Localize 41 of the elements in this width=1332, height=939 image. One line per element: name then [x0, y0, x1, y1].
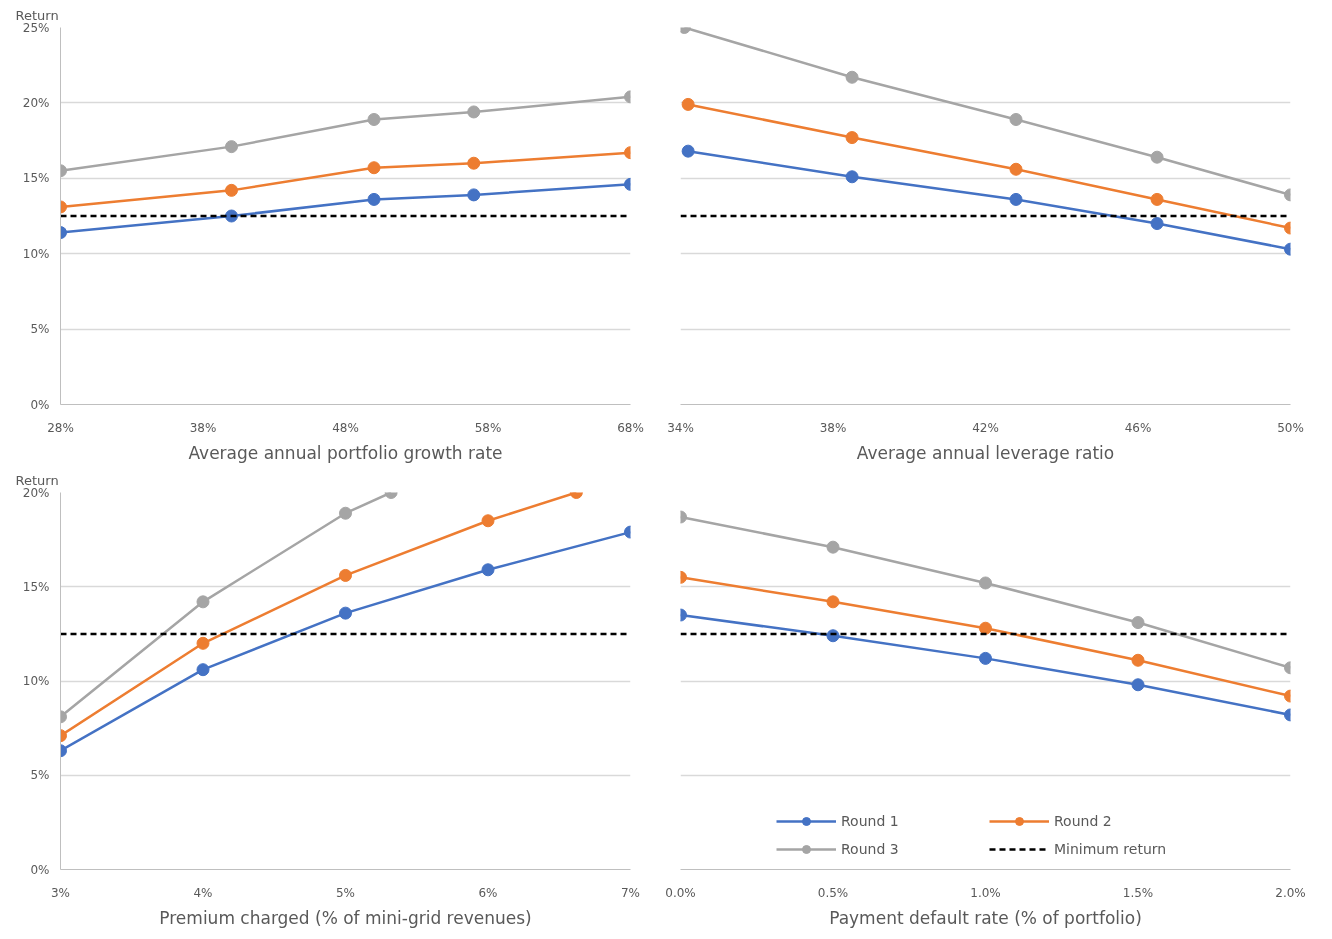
- x-tick-label: 58%: [474, 420, 502, 435]
- x-tick-label: 68%: [617, 420, 644, 435]
- x-tick-label: 1.0%: [970, 885, 1001, 900]
- y-tick-label: 10%: [22, 246, 50, 261]
- x-tick-label: 0.5%: [817, 885, 849, 900]
- y-tick-label: 15%: [22, 579, 50, 594]
- x-axis-title: Average annual portfolio growth rate: [188, 442, 503, 463]
- x-axis-title: Average annual leverage ratio: [856, 442, 1115, 463]
- legend-label: Minimum return: [1054, 841, 1168, 857]
- x-tick-label: 1.5%: [1122, 885, 1154, 900]
- x-tick-label: 42%: [972, 420, 999, 435]
- y-tick-label: 5%: [30, 322, 50, 337]
- x-tick-label: 6%: [478, 885, 498, 900]
- x-tick-label: 2.0%: [1275, 885, 1306, 900]
- x-tick-label: 38%: [819, 420, 847, 435]
- x-tick-label: 46%: [1124, 420, 1152, 435]
- x-tick-label: 7%: [620, 885, 641, 900]
- legend-label: Round 1: [841, 813, 900, 829]
- legend-label: Round 2: [1054, 813, 1113, 829]
- x-axis-title: Premium charged (% of mini-grid revenues): [159, 907, 532, 928]
- y-tick-label: 20%: [22, 95, 50, 110]
- y-axis-title: Return: [15, 7, 59, 23]
- x-tick-label: 34%: [667, 420, 694, 435]
- y-tick-label: 0%: [30, 397, 50, 412]
- y-tick-label: 20%: [22, 485, 50, 500]
- x-tick-label: 50%: [1277, 420, 1304, 435]
- y-tick-label: 10%: [22, 674, 50, 688]
- y-tick-label: 0%: [30, 862, 50, 877]
- x-tick-label: 28%: [47, 420, 74, 435]
- legend-label: Round 3: [841, 841, 900, 857]
- x-tick-label: 4%: [193, 885, 213, 900]
- y-axis-title: Return: [15, 472, 59, 488]
- y-tick-label: 5%: [30, 768, 50, 783]
- y-tick-label: 25%: [22, 20, 50, 35]
- y-tick-label: 15%: [22, 171, 50, 186]
- x-tick-label: 3%: [50, 885, 71, 900]
- x-tick-label: 38%: [189, 420, 217, 435]
- x-tick-label: 48%: [332, 420, 359, 435]
- x-axis-title: Payment default rate (% of portfolio): [829, 907, 1142, 928]
- x-tick-label: 5%: [335, 885, 356, 900]
- x-tick-label: 0.0%: [665, 885, 696, 900]
